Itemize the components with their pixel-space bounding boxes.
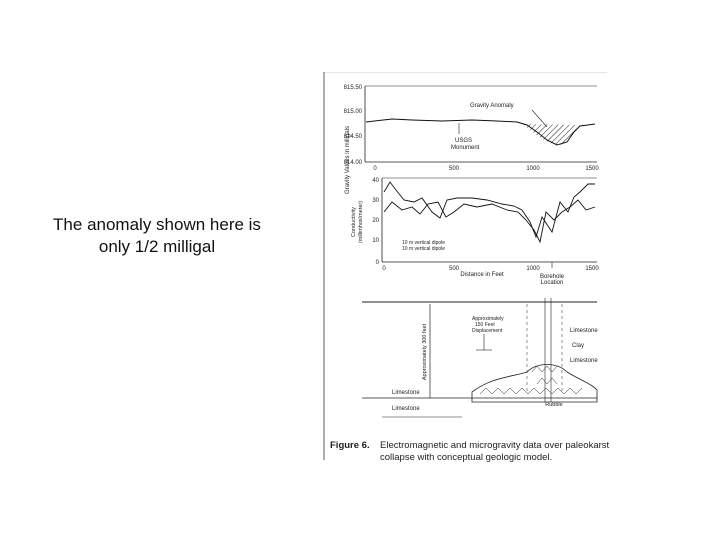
rubble-label: Rubble (545, 402, 562, 408)
displacement-label-2: 150 Feet (475, 322, 495, 328)
conductivity-ylabel-2: (millimhos/meter) (358, 201, 364, 243)
conductivity-xtick-4: 1500 (585, 266, 599, 272)
layer-right-3: Limestone (570, 358, 598, 364)
conductivity-panel: Conductivity (millimhos/meter) 40 30 20 … (351, 177, 599, 286)
gravity-panel: Gravity Values in milligals 815.50 815.0… (344, 85, 600, 194)
gravity-anomaly-arrow (531, 109, 548, 128)
conductivity-xtick-1: 0 (382, 266, 386, 272)
conductivity-series-2-line (383, 199, 596, 244)
gravity-anomaly-label: Gravity Anomaly (470, 103, 514, 109)
conductivity-ytick-4: 10 (372, 238, 379, 244)
conductivity-ytick-1: 40 (372, 178, 379, 184)
gravity-xtick-4: 1500 (585, 166, 599, 172)
monument-label: Monument (451, 145, 480, 151)
conductivity-ytick-2: 30 (372, 198, 379, 204)
figure-caption-line-1: Electromagnetic and microgravity data ov… (380, 440, 610, 451)
conductivity-series-1-line (383, 181, 595, 239)
borehole-label-2: Location (541, 280, 564, 286)
conductivity-xtick-3: 1000 (526, 266, 540, 272)
depth-label: Approximately 300 feet (422, 323, 428, 380)
layer-left-2: Limestone (392, 406, 420, 412)
gravity-ytick-1: 815.50 (344, 85, 363, 91)
legend-entry-1: 10 m vertical dipole (402, 240, 445, 246)
slide-text: The anomaly shown here is only 1/2 milli… (22, 214, 292, 258)
gravity-profile-line (365, 118, 596, 146)
gravity-xtick-1: 0 (373, 166, 377, 172)
figure-scan: Gravity Values in milligals 815.50 815.0… (322, 72, 612, 460)
rubble-mound (471, 364, 598, 403)
gravity-ylabel: Gravity Values in milligals (345, 126, 351, 194)
gravity-anomaly-hatch (522, 124, 580, 146)
conductivity-xtick-2: 500 (449, 266, 460, 272)
legend-entry-2: 10 m vertical dipole (402, 246, 445, 252)
slide-text-line-2: only 1/2 milligal (98, 237, 216, 256)
rubble-texture-upper (531, 365, 558, 385)
rubble-texture (479, 387, 583, 395)
gravity-xtick-3: 1000 (526, 166, 540, 172)
layer-left-1: Limestone (392, 390, 420, 396)
conductivity-ytick-3: 20 (372, 218, 379, 224)
gravity-xtick-2: 500 (449, 166, 460, 172)
layer-right-2: Clay (572, 343, 584, 349)
usgs-label: USGS (455, 138, 472, 144)
slide-text-line-1: The anomaly shown here is (53, 215, 261, 234)
figure-caption-line-2: collapse with conceptual geologic model. (380, 451, 553, 463)
conductivity-xlabel: Distance in Feet (460, 272, 504, 278)
geologic-model: Approximately 300 feet Approximately 150… (362, 298, 598, 418)
conductivity-ytick-5: 0 (376, 260, 380, 266)
displacement-label-1: Approximately (472, 316, 504, 322)
figure-diagram: Gravity Values in milligals 815.50 815.0… (323, 72, 607, 460)
displacement-label-3: Displacement (472, 328, 503, 334)
gravity-ytick-2: 815.00 (344, 109, 363, 115)
borehole-label-1: Borehole (540, 274, 565, 280)
figure-label: Figure 6. (330, 440, 370, 451)
gravity-ytick-3: 814.50 (344, 134, 363, 140)
figure-caption-text: Electromagnetic and microgravity data ov… (380, 440, 630, 463)
layer-right-1: Limestone (570, 328, 598, 334)
conductivity-ylabel-1: Conductivity (351, 207, 357, 237)
gravity-ytick-4: 814.00 (344, 160, 363, 166)
